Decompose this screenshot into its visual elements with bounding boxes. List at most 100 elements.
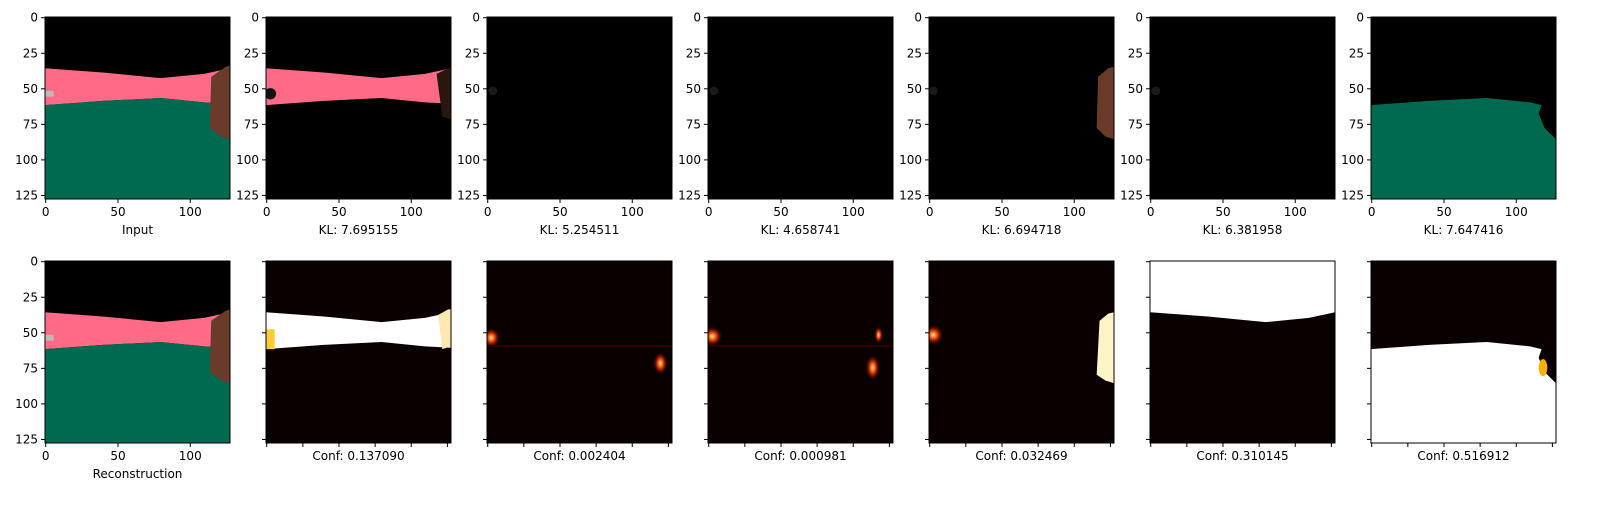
pink-wall-region <box>45 312 230 350</box>
hot-spot <box>929 324 944 345</box>
x-tick-label: 100 <box>1284 205 1307 219</box>
y-tick-label: 0 <box>1356 11 1364 25</box>
faint-spot <box>709 86 719 96</box>
axes-frame <box>707 16 894 200</box>
y-tick-label: 100 <box>678 153 701 167</box>
y-tick-label: 0 <box>251 11 259 25</box>
panel-caption: KL: 6.381958 <box>1203 223 1283 237</box>
y-tick-label: 25 <box>23 290 38 304</box>
x-tick-label: 100 <box>400 205 423 219</box>
panel-image <box>266 17 451 199</box>
axes-frame <box>486 16 673 200</box>
green-floor-region <box>1371 98 1556 199</box>
panel-caption: Conf: 0.002404 <box>533 449 625 463</box>
y-tick-label: 125 <box>15 432 38 446</box>
y-tick-label: 25 <box>1349 46 1364 60</box>
y-tick-label: 25 <box>244 46 259 60</box>
hot-edge <box>1538 359 1548 377</box>
heatmap-background <box>266 261 451 443</box>
heatmap-background <box>708 261 893 443</box>
image-background <box>487 17 672 199</box>
y-tick-label: 50 <box>244 82 259 96</box>
y-tick-label: 25 <box>465 46 480 60</box>
panel-caption: Conf: 0.516912 <box>1417 449 1509 463</box>
y-tick-label: 50 <box>465 82 480 96</box>
axes-frame <box>707 260 894 444</box>
x-tick-label: 50 <box>331 205 346 219</box>
x-tick-label: 0 <box>484 205 492 219</box>
axes-frame <box>265 260 452 444</box>
high-confidence-region <box>1150 261 1335 323</box>
panel-caption: Conf: 0.137090 <box>312 449 404 463</box>
x-tick-label: 0 <box>1147 205 1155 219</box>
x-tick-label: 50 <box>110 449 125 463</box>
y-tick-label: 75 <box>23 117 38 131</box>
y-tick-label: 75 <box>244 117 259 131</box>
panel-caption: Conf: 0.032469 <box>975 449 1067 463</box>
x-tick-label: 0 <box>263 205 271 219</box>
y-tick-label: 75 <box>23 361 38 375</box>
x-tick-label: 0 <box>42 449 50 463</box>
panel-bottom-3: Conf: 0.000981 <box>704 260 894 463</box>
panel-caption: KL: 6.694718 <box>982 223 1062 237</box>
panel-image <box>1150 261 1335 443</box>
y-tick-label: 50 <box>907 82 922 96</box>
y-tick-label: 50 <box>23 82 38 96</box>
panel-bottom-6: Conf: 0.516912 <box>1367 260 1557 463</box>
axes-frame <box>44 260 231 444</box>
axes-frame <box>1149 260 1336 444</box>
y-tick-label: 125 <box>15 188 38 202</box>
panel-caption: Conf: 0.000981 <box>754 449 846 463</box>
x-tick-label: 0 <box>926 205 934 219</box>
panel-top-0: 0 25 50 75 100 125 0 50 100 Input <box>15 11 231 237</box>
panel-bottom-1: Conf: 0.137090 <box>262 260 452 463</box>
faint-line <box>487 344 672 348</box>
panel-image <box>708 17 893 199</box>
x-tick-label: 50 <box>1436 205 1451 219</box>
y-tick-label: 100 <box>1120 153 1143 167</box>
hot-spot <box>874 326 883 344</box>
panel-caption: Conf: 0.310145 <box>1196 449 1288 463</box>
y-tick-label: 100 <box>1341 153 1364 167</box>
panel-image <box>487 261 672 443</box>
axes-frame <box>1149 16 1336 200</box>
panel-image <box>708 261 893 443</box>
y-tick-label: 125 <box>678 188 701 202</box>
faint-line <box>708 344 893 348</box>
x-tick-label: 50 <box>1215 205 1230 219</box>
small-object <box>45 334 54 341</box>
panel-image <box>266 261 451 443</box>
y-tick-label: 50 <box>1349 82 1364 96</box>
panel-caption: KL: 4.658741 <box>761 223 841 237</box>
panel-image <box>45 261 230 443</box>
brown-object-region <box>209 65 230 140</box>
y-tick-label: 0 <box>30 255 38 269</box>
small-object <box>45 90 54 97</box>
y-tick-label: 0 <box>693 11 701 25</box>
y-tick-label: 100 <box>15 153 38 167</box>
axes-frame <box>928 16 1115 200</box>
high-confidence-region <box>1371 342 1556 443</box>
panel-image <box>1371 261 1556 443</box>
brown-object-region <box>209 309 230 384</box>
hot-spot <box>865 354 880 381</box>
x-tick-label: 0 <box>42 205 50 219</box>
y-tick-label: 75 <box>1128 117 1143 131</box>
x-tick-label: 0 <box>705 205 713 219</box>
axes-frame <box>928 260 1115 444</box>
image-background <box>266 17 451 199</box>
hot-spot <box>487 327 501 348</box>
y-tick-label: 50 <box>686 82 701 96</box>
panel-bottom-5: Conf: 0.310145 <box>1146 260 1336 463</box>
y-tick-label: 0 <box>914 11 922 25</box>
x-tick-label: 50 <box>110 205 125 219</box>
axes-frame <box>1370 16 1557 200</box>
x-tick-label: 50 <box>994 205 1009 219</box>
